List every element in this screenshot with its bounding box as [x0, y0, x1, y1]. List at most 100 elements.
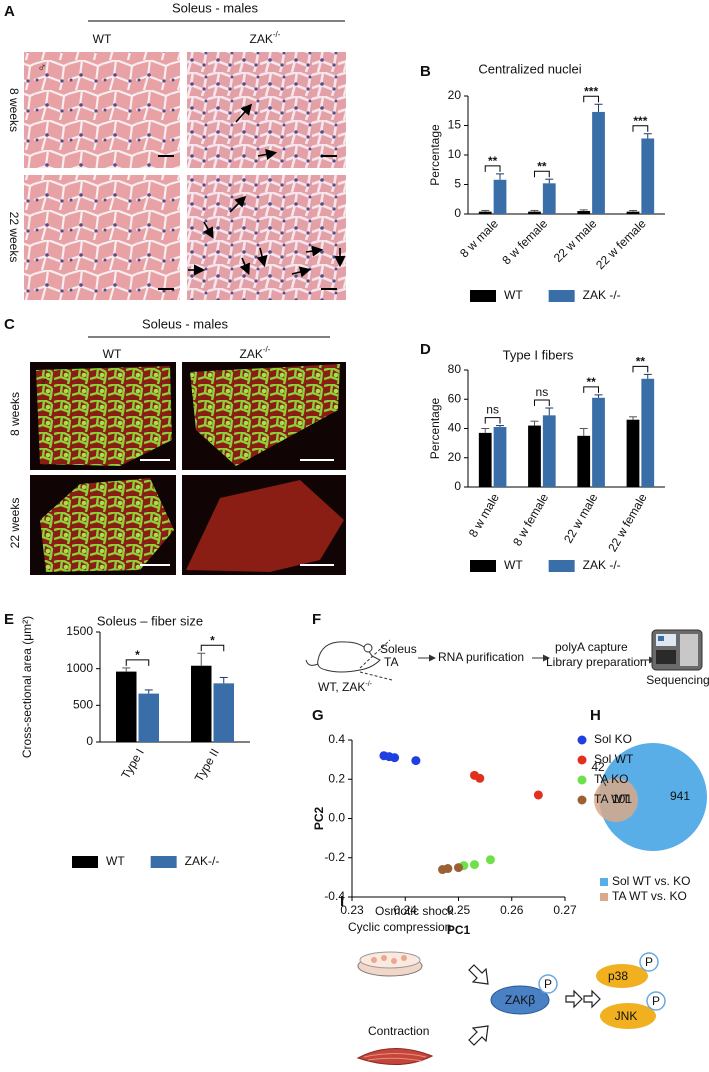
- significance-bracket: [583, 386, 600, 393]
- y-tick-label: 20: [448, 88, 462, 102]
- significance-label: **: [488, 154, 498, 168]
- arrows: [188, 103, 346, 278]
- panel-label: B: [420, 63, 431, 80]
- significance-bracket: [583, 95, 600, 103]
- x-tick-label: 0.26: [500, 903, 524, 917]
- y-tick-label: 0.2: [328, 771, 345, 785]
- stimulus-label: Contraction: [368, 1024, 429, 1038]
- y-axis-label: PC2: [312, 807, 326, 831]
- dissection-line: [359, 639, 391, 669]
- scatter-point: [443, 864, 453, 874]
- y-tick-label: 20: [448, 450, 462, 464]
- panel-label: I: [340, 893, 344, 910]
- stimulus-label: Cyclic compression: [348, 920, 451, 934]
- chart-title: Soleus – fiber size: [97, 613, 203, 628]
- bar: [641, 138, 655, 214]
- legend-label: Sol WT: [594, 752, 634, 766]
- y-tick-label: 10: [448, 147, 462, 161]
- column-label: ZAK-/-: [240, 345, 271, 361]
- step-label: Library preparation: [546, 655, 647, 669]
- scatter-point: [411, 756, 421, 766]
- x-tick-label: 8 w female: [499, 216, 550, 267]
- bar: [191, 665, 212, 742]
- scatter-point: [454, 863, 463, 873]
- chart-title: Type I fibers: [503, 347, 574, 362]
- sex-symbol: ♂: [40, 374, 49, 388]
- bar: [478, 432, 492, 487]
- legend-swatch: [600, 878, 608, 886]
- y-tick-label: 80: [448, 362, 462, 376]
- x-tick-label: Type II: [192, 746, 222, 784]
- scatter-point: [469, 860, 479, 870]
- legend-swatch: [72, 856, 98, 868]
- label-base: ZAK: [240, 347, 263, 361]
- panel-label: A: [4, 3, 15, 20]
- phospho-label: P: [544, 977, 552, 991]
- mouse-drawing: [305, 641, 381, 673]
- bar: [138, 693, 159, 742]
- legend-label: TA WT vs. KO: [612, 889, 687, 903]
- legend-marker: [577, 735, 587, 745]
- column-label: WT: [93, 32, 112, 46]
- histology-image: [187, 52, 346, 168]
- bar: [213, 683, 234, 742]
- x-tick-label: 22 w male: [561, 491, 601, 546]
- significance-label: *: [210, 633, 215, 647]
- x-axis-label: PC1: [447, 923, 471, 937]
- y-tick-label: 0: [454, 206, 461, 220]
- histology-image: [24, 52, 180, 168]
- y-tick-label: 0: [86, 734, 93, 748]
- x-tick-label: 8 w female: [510, 491, 551, 549]
- bar: [542, 415, 556, 487]
- label-sup: -/-: [273, 30, 281, 39]
- row-label: 8 weeks: [7, 88, 21, 132]
- panel-label: E: [4, 611, 14, 628]
- legend-swatch: [548, 560, 575, 572]
- scatter-point: [390, 753, 400, 763]
- panel-title: Soleus - males: [172, 0, 258, 15]
- significance-bracket: [632, 365, 649, 373]
- legend-marker: [577, 795, 587, 805]
- venn-count: 42: [591, 760, 605, 774]
- scatter-point: [485, 855, 495, 865]
- histology-image: [187, 175, 346, 300]
- panel-title: Soleus - males: [142, 316, 228, 331]
- legend-marker: [577, 775, 587, 785]
- bar: [626, 419, 640, 487]
- y-axis-label: Cross-sectional area (μm²): [20, 616, 34, 758]
- scale-bars: [140, 459, 334, 566]
- x-tick-label: 8 w male: [466, 491, 502, 540]
- scale-bars: [158, 155, 337, 290]
- leader-line: [599, 774, 607, 787]
- x-tick-label: 8 w male: [457, 216, 501, 260]
- significance-bracket: [484, 417, 501, 424]
- significance-label: **: [537, 159, 547, 173]
- y-tick-label: 1500: [66, 624, 93, 638]
- legend-swatch: [150, 856, 177, 868]
- label-base: ZAK: [250, 32, 273, 46]
- immunofluorescence-image: [186, 480, 344, 572]
- x-tick-label: 0.27: [553, 903, 577, 917]
- row-label: 22 weeks: [8, 498, 22, 549]
- immunofluorescence-image: [190, 364, 340, 466]
- x-tick-label: 22 w female: [593, 216, 649, 272]
- phospho-label: P: [652, 994, 660, 1008]
- y-tick-label: -0.4: [324, 889, 345, 903]
- target-label: JNK: [615, 1009, 638, 1023]
- scatter-point: [475, 773, 485, 783]
- significance-bracket: [533, 170, 550, 178]
- x-tick-label: 0.24: [394, 903, 418, 917]
- panel-label: C: [4, 316, 15, 333]
- bar: [641, 378, 655, 487]
- bar: [493, 427, 507, 487]
- bar: [528, 425, 541, 487]
- chart-title: Centralized nuclei: [478, 61, 581, 76]
- label-base: WT, ZAK: [318, 680, 365, 694]
- sex-symbol: ♂: [38, 60, 47, 74]
- venn-count: 941: [670, 789, 690, 803]
- step-label: polyA capture: [555, 640, 628, 654]
- bar: [592, 397, 605, 487]
- significance-bracket: [200, 644, 225, 652]
